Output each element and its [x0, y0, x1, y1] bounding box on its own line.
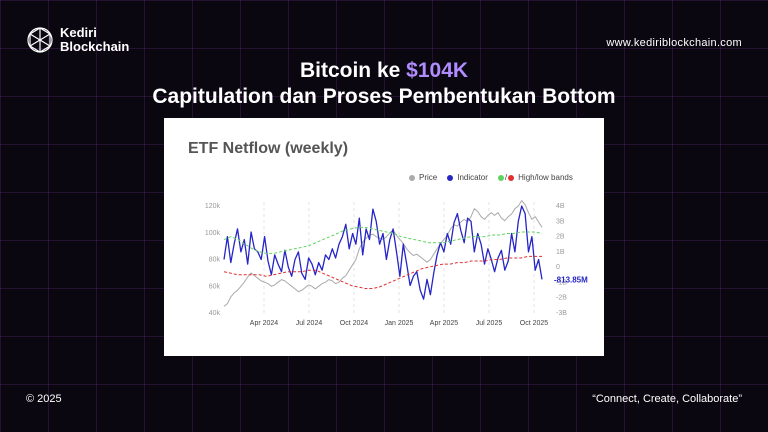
headline-prefix: Bitcoin ke [299, 59, 407, 82]
brand-name-line2: Blockchain [60, 39, 130, 54]
x-tick-label: Jul 2024 [296, 320, 323, 327]
series-line-price [223, 200, 543, 307]
brand-logo: Kediri Blockchain [26, 26, 129, 54]
y-right-tick-label: -2B [556, 295, 567, 302]
chart-plot: Apr 2024 Jul 2024 Oct 2024 Jan 2025 Apr 2025… [205, 200, 588, 327]
headline-line2: Capitulation dan Proses Pembentukan Bott… [152, 85, 616, 108]
legend-indicator-dot [447, 174, 454, 181]
y-right-tick-label: -3B [556, 310, 567, 317]
copyright: © 2025 [26, 393, 62, 405]
y-right-tick-label: -1B [556, 279, 567, 286]
brand-name: Kediri Blockchain [60, 26, 129, 54]
x-tick-label: Apr 2025 [430, 320, 459, 327]
network-sphere-icon [27, 27, 53, 53]
y-left-tick-label: 100k [205, 230, 221, 237]
legend-price: Price [409, 173, 437, 182]
legend-bands: / High/low bands [497, 173, 573, 182]
x-tick-label: Oct 2024 [340, 320, 369, 327]
y-left-tick-label: 120k [205, 203, 221, 210]
series-line-high-band [223, 226, 543, 254]
y-right-tick-label: 1B [556, 249, 565, 256]
brand-name-line1: Kediri [60, 25, 97, 40]
site-url[interactable]: www.kediriblockchain.com [606, 37, 742, 49]
y-left-tick-label: 60k [209, 283, 221, 290]
legend-indicator-label: Indicator [457, 173, 488, 182]
tagline: “Connect, Create, Collaborate” [592, 393, 742, 405]
x-tick-label: Jul 2025 [476, 320, 503, 327]
legend-high-band-dot [497, 174, 504, 181]
y-right-tick-label: 3B [556, 218, 565, 225]
y-right-tick-label: 4B [556, 203, 565, 210]
y-left-tick-label: 40k [209, 310, 221, 317]
last-value-label: -813.85M [554, 275, 588, 284]
headline-line1: Bitcoin ke $104K [0, 58, 768, 84]
legend-price-dot [409, 174, 415, 181]
legend-low-band-dot [508, 174, 515, 181]
series-line-indicator [223, 205, 543, 300]
y-right-tick-label: 0 [556, 264, 560, 271]
chart-card: ETF Netflow (weekly) Price Indicator / Hi… [164, 118, 604, 356]
legend-band-separator: / [504, 173, 508, 182]
headline-price: $104K [406, 59, 469, 82]
chart-title: ETF Netflow (weekly) [188, 140, 349, 157]
chart-legend: Price Indicator / High/low bands [409, 173, 573, 182]
x-tick-label: Oct 2025 [520, 320, 549, 327]
y-left-tick-label: 80k [209, 257, 221, 264]
x-tick-label: Apr 2024 [250, 320, 279, 327]
legend-price-label: Price [419, 173, 438, 182]
headline: Bitcoin ke $104K Capitulation dan Proses… [0, 58, 768, 110]
legend-indicator: Indicator [447, 173, 488, 182]
y-right-tick-label: 2B [556, 234, 565, 241]
legend-bands-label: High/low bands [518, 173, 573, 182]
x-tick-label: Jan 2025 [385, 320, 414, 327]
